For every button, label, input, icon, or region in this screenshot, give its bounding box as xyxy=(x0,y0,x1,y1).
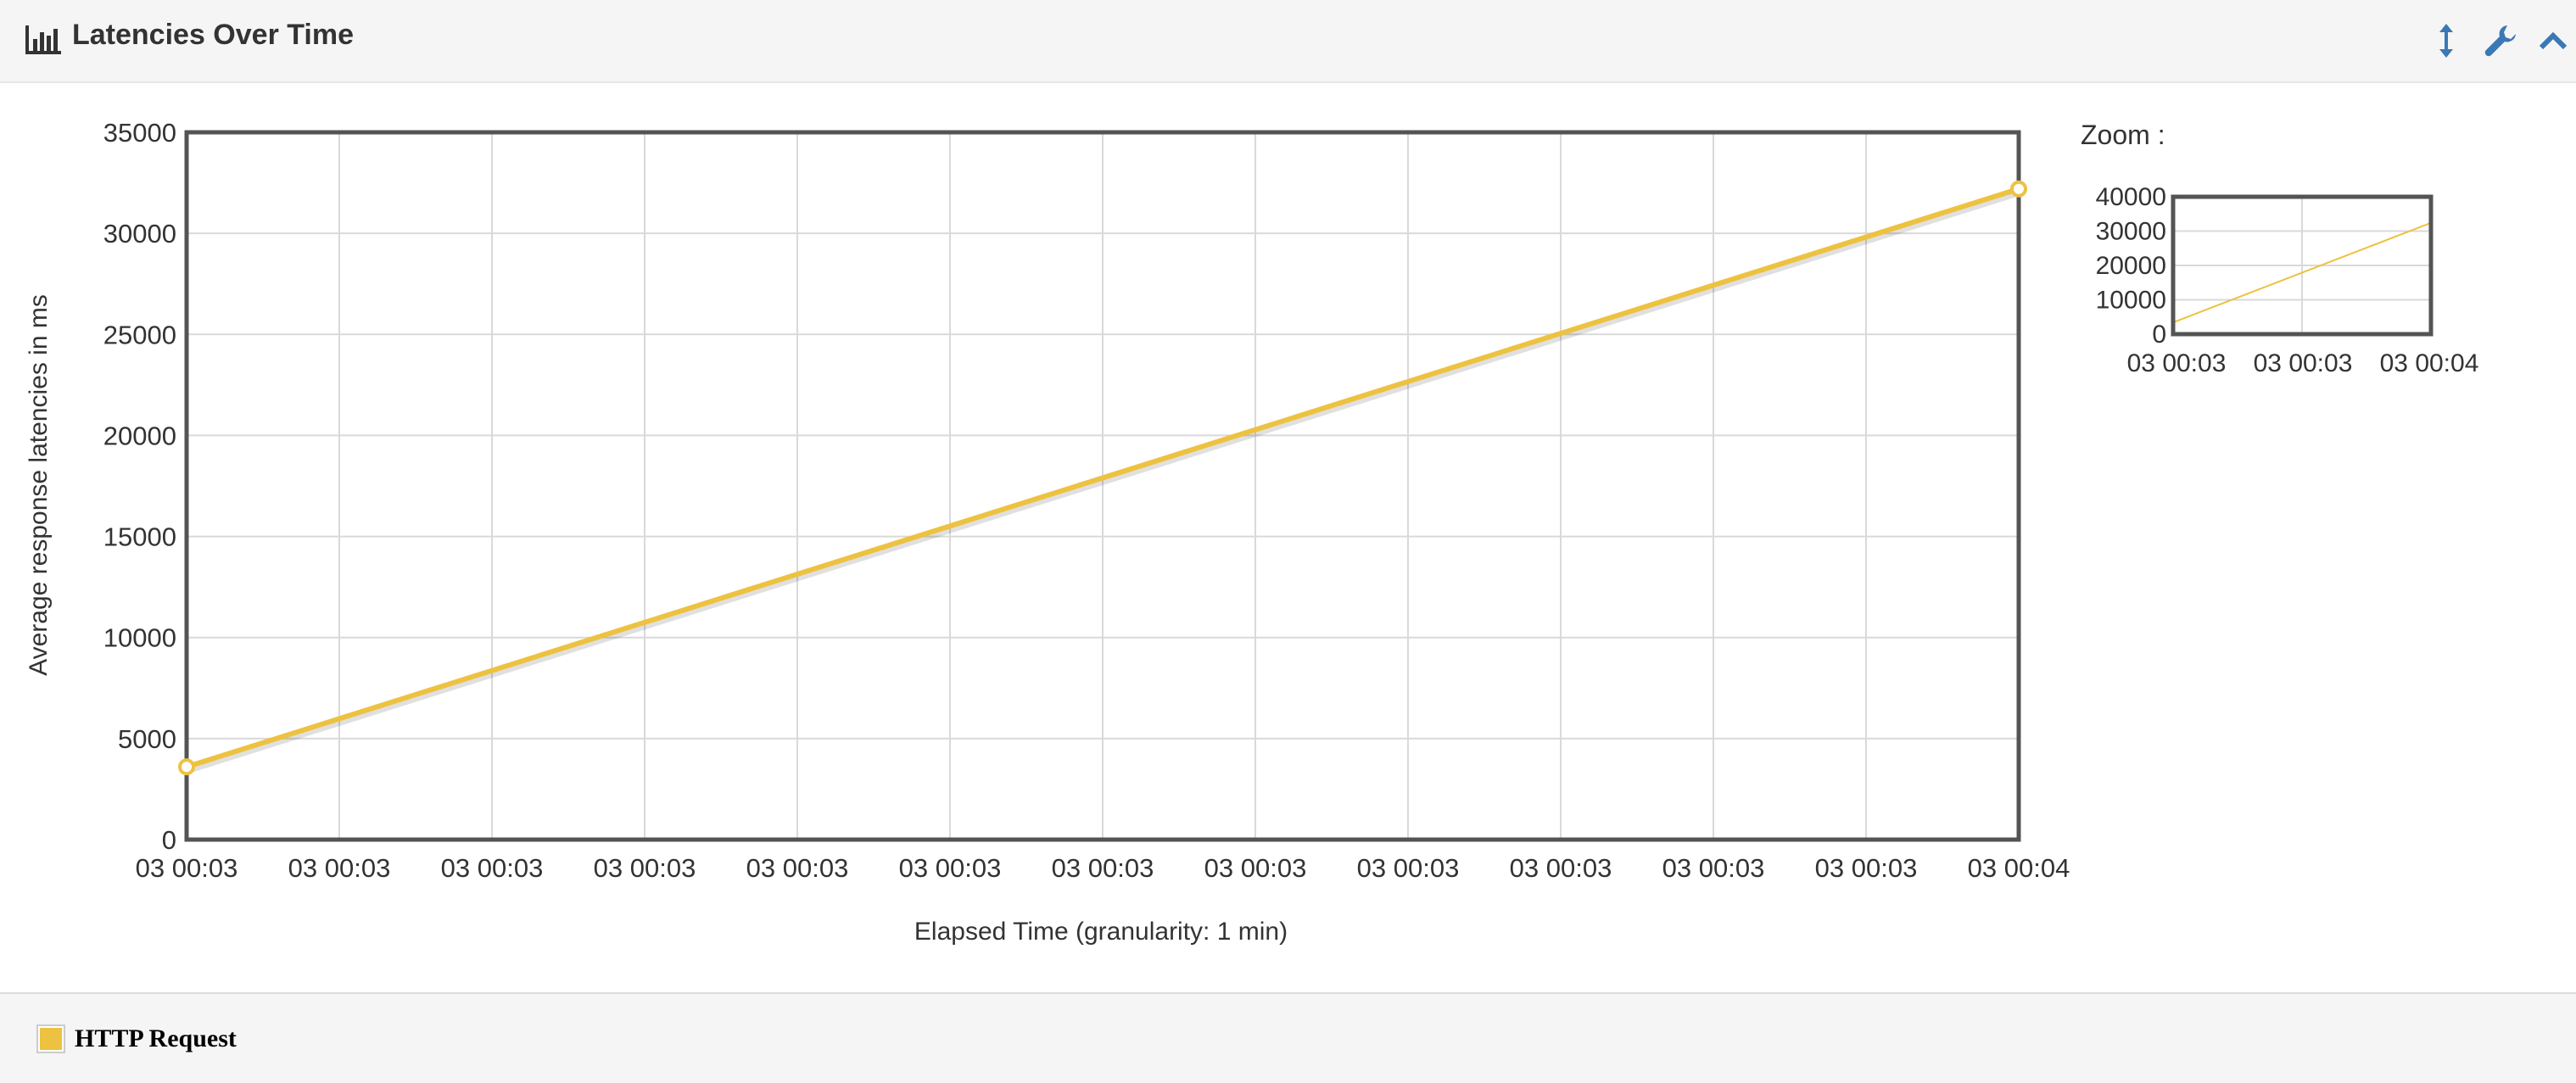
zoom-y-tick-label: 40000 xyxy=(2096,183,2166,211)
zoom-x-tick-label: 03 00:03 xyxy=(2254,349,2353,377)
series-line-http-request xyxy=(186,186,2020,770)
panel-header: Latencies Over Time xyxy=(0,0,2576,83)
zoom-label: Zoom : xyxy=(2081,120,2165,150)
zoom-x-tick-label: 03 00:04 xyxy=(2380,349,2479,377)
y-axis-label: Average response latencies in ms xyxy=(25,294,53,676)
zoom-overview-chart[interactable]: 0 10000 20000 30000 40000 03 00:03 03 00:03 03 … xyxy=(2096,183,2479,377)
series-point[interactable] xyxy=(178,758,195,776)
zoom-series-line xyxy=(2174,222,2430,323)
y-tick-label: 30000 xyxy=(103,219,176,248)
y-tick-label: 20000 xyxy=(103,421,176,450)
zoom-y-tick-label: 0 xyxy=(2152,321,2166,349)
zoom-y-tick-label: 10000 xyxy=(2096,287,2166,315)
y-tick-label: 10000 xyxy=(103,623,176,653)
x-tick-label: 03 00:03 xyxy=(1815,853,1918,883)
zoom-y-tick-label: 30000 xyxy=(2096,218,2166,246)
y-tick-label: 25000 xyxy=(103,320,176,349)
x-tick-label: 03 00:03 xyxy=(899,853,1002,883)
vertical-resize-icon[interactable] xyxy=(2428,22,2465,59)
x-axis-label: Elapsed Time (granularity: 1 min) xyxy=(914,918,1288,946)
x-tick-label: 03 00:03 xyxy=(441,853,544,883)
legend-label-http-request[interactable]: HTTP Request xyxy=(75,1024,237,1052)
bar-chart-icon xyxy=(25,25,61,54)
zoom-y-tick-label: 20000 xyxy=(2096,252,2166,280)
x-tick-label: 03 00:04 xyxy=(1968,853,2070,883)
x-tick-label: 03 00:03 xyxy=(594,853,696,883)
series-point[interactable] xyxy=(2010,180,2027,198)
chart-series xyxy=(178,180,2027,776)
chart-grid xyxy=(184,130,2021,842)
x-tick-label: 03 00:03 xyxy=(1510,853,1612,883)
zoom-plot-border xyxy=(2171,194,2434,337)
x-tick-label: 03 00:03 xyxy=(746,853,849,883)
chevron-up-icon[interactable] xyxy=(2534,22,2572,59)
y-tick-label: 15000 xyxy=(103,522,176,552)
series-line-shadow xyxy=(185,190,2020,774)
x-tick-label: 03 00:03 xyxy=(136,853,238,883)
x-tick-label: 03 00:03 xyxy=(1052,853,1154,883)
zoom-x-tick-label: 03 00:03 xyxy=(2127,349,2227,377)
x-tick-label: 03 00:03 xyxy=(1662,853,1765,883)
x-tick-label: 03 00:03 xyxy=(288,853,391,883)
panel-title: Latencies Over Time xyxy=(72,19,354,51)
chart-ticks: 0 5000 10000 15000 20000 25000 30000 35000 03 00… xyxy=(103,118,2070,883)
y-tick-label: 35000 xyxy=(103,118,176,148)
x-tick-label: 03 00:03 xyxy=(1357,853,1460,883)
wrench-icon[interactable] xyxy=(2482,22,2519,59)
legend-swatch-http-request[interactable] xyxy=(36,1024,65,1053)
chart-area: 0 5000 10000 15000 20000 25000 30000 35000 03 00… xyxy=(0,83,2576,992)
y-tick-label: 5000 xyxy=(118,724,176,754)
x-tick-label: 03 00:03 xyxy=(1204,853,1307,883)
plot-border xyxy=(184,130,2021,842)
y-tick-label: 0 xyxy=(162,825,176,855)
legend: HTTP Request xyxy=(0,992,2576,1083)
latency-line-chart: 0 5000 10000 15000 20000 25000 30000 35000 03 00… xyxy=(25,118,2479,946)
